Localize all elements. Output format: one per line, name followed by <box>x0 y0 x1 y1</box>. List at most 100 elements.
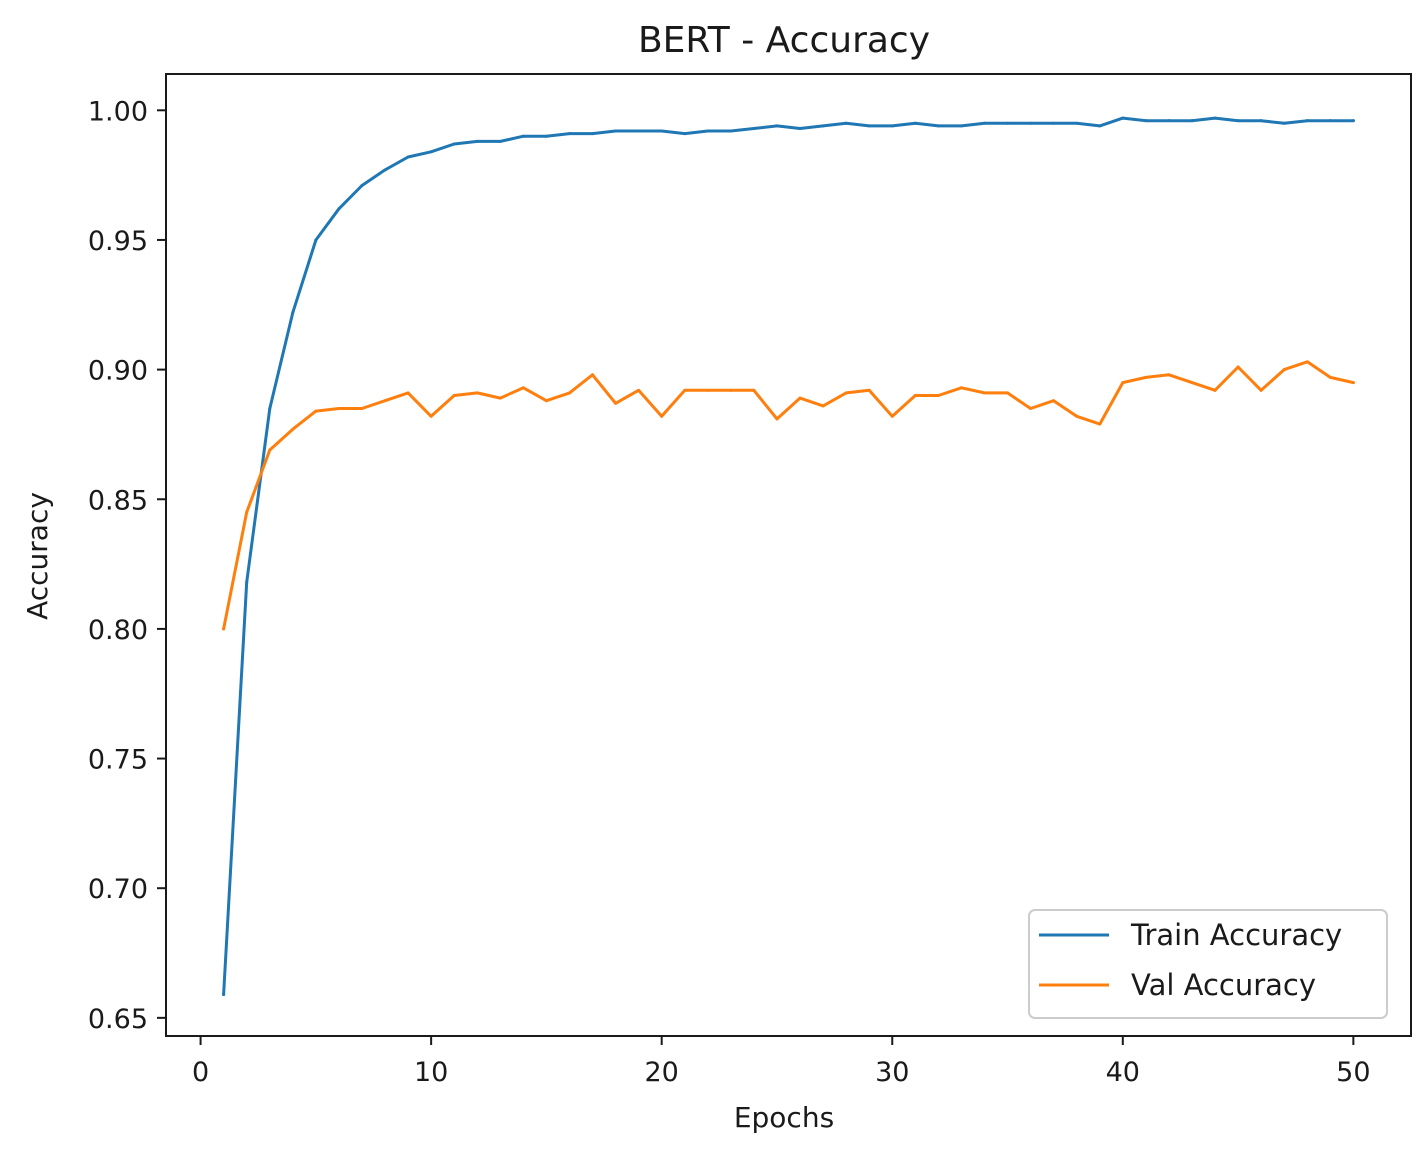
data-point-train-accuracy <box>729 129 733 133</box>
series-layer <box>222 116 1355 997</box>
data-point-train-accuracy <box>429 150 433 154</box>
data-point-train-accuracy <box>614 129 618 133</box>
series-points-train-accuracy <box>222 116 1355 997</box>
data-point-train-accuracy <box>544 134 548 138</box>
data-point-val-accuracy <box>982 391 986 395</box>
data-point-train-accuracy <box>1098 124 1102 128</box>
legend-box <box>1028 909 1388 1019</box>
data-point-val-accuracy <box>521 386 525 390</box>
data-point-train-accuracy <box>222 993 226 997</box>
data-point-val-accuracy <box>268 448 272 452</box>
y-tick-label: 0.80 <box>88 615 148 646</box>
data-point-train-accuracy <box>867 124 871 128</box>
data-point-train-accuracy <box>1006 121 1010 125</box>
y-tick-label: 0.65 <box>88 1004 148 1035</box>
data-point-train-accuracy <box>498 139 502 143</box>
data-point-train-accuracy <box>521 134 525 138</box>
data-point-train-accuracy <box>683 132 687 136</box>
data-point-train-accuracy <box>268 406 272 410</box>
data-point-val-accuracy <box>1006 391 1010 395</box>
data-point-train-accuracy <box>406 155 410 159</box>
data-point-val-accuracy <box>729 388 733 392</box>
x-axis-title: Epochs <box>734 1101 834 1134</box>
data-point-val-accuracy <box>683 388 687 392</box>
x-tick-label: 30 <box>875 1057 909 1088</box>
data-point-val-accuracy <box>1029 406 1033 410</box>
data-point-train-accuracy <box>936 124 940 128</box>
data-point-train-accuracy <box>1190 119 1194 123</box>
data-point-train-accuracy <box>660 129 664 133</box>
data-point-train-accuracy <box>383 168 387 172</box>
data-point-val-accuracy <box>959 386 963 390</box>
x-tick-label: 50 <box>1336 1057 1370 1088</box>
data-point-train-accuracy <box>890 124 894 128</box>
data-point-val-accuracy <box>775 417 779 421</box>
data-point-train-accuracy <box>1259 119 1263 123</box>
data-point-val-accuracy <box>337 406 341 410</box>
data-point-train-accuracy <box>982 121 986 125</box>
data-point-train-accuracy <box>314 238 318 242</box>
data-point-train-accuracy <box>591 132 595 136</box>
data-point-train-accuracy <box>752 126 756 130</box>
data-point-train-accuracy <box>1282 121 1286 125</box>
y-axis-title: Accuracy <box>21 492 54 620</box>
data-point-train-accuracy <box>360 183 364 187</box>
y-tick-label: 0.85 <box>88 485 148 516</box>
data-point-val-accuracy <box>452 394 456 398</box>
data-point-train-accuracy <box>1121 116 1125 120</box>
data-point-val-accuracy <box>383 399 387 403</box>
data-point-val-accuracy <box>913 394 917 398</box>
legend-label-train: Train Accuracy <box>1130 918 1342 952</box>
data-point-val-accuracy <box>222 627 226 631</box>
data-point-val-accuracy <box>544 399 548 403</box>
data-point-train-accuracy <box>775 124 779 128</box>
data-point-train-accuracy <box>959 124 963 128</box>
data-point-val-accuracy <box>637 388 641 392</box>
x-tick-label: 0 <box>192 1057 209 1088</box>
data-point-train-accuracy <box>337 207 341 211</box>
data-point-val-accuracy <box>1075 414 1079 418</box>
x-axis-ticks: 0 10 20 30 40 50 <box>192 1036 1371 1088</box>
data-point-val-accuracy <box>867 388 871 392</box>
data-point-val-accuracy <box>706 388 710 392</box>
data-point-val-accuracy <box>1121 381 1125 385</box>
data-point-val-accuracy <box>314 409 318 413</box>
data-point-train-accuracy <box>1075 121 1079 125</box>
data-point-val-accuracy <box>1190 381 1194 385</box>
data-point-val-accuracy <box>936 394 940 398</box>
data-point-train-accuracy <box>798 126 802 130</box>
data-point-train-accuracy <box>1029 121 1033 125</box>
data-point-train-accuracy <box>1236 119 1240 123</box>
data-point-val-accuracy <box>1236 365 1240 369</box>
y-axis-ticks: 0.65 0.70 0.75 0.80 0.85 0.90 0.95 1.00 <box>88 96 166 1035</box>
x-tick-label: 10 <box>414 1057 448 1088</box>
data-point-train-accuracy <box>844 121 848 125</box>
data-point-val-accuracy <box>406 391 410 395</box>
data-point-train-accuracy <box>1328 119 1332 123</box>
chart-title: BERT - Accuracy <box>638 20 930 61</box>
data-point-val-accuracy <box>844 391 848 395</box>
data-point-val-accuracy <box>291 427 295 431</box>
data-point-val-accuracy <box>360 406 364 410</box>
data-point-val-accuracy <box>1259 388 1263 392</box>
y-tick-label: 0.70 <box>88 874 148 905</box>
data-point-val-accuracy <box>591 373 595 377</box>
data-point-train-accuracy <box>1351 119 1355 123</box>
y-tick-label: 0.95 <box>88 226 148 257</box>
data-point-train-accuracy <box>1052 121 1056 125</box>
data-point-train-accuracy <box>291 311 295 315</box>
data-point-val-accuracy <box>1167 373 1171 377</box>
data-point-val-accuracy <box>498 396 502 400</box>
data-point-val-accuracy <box>1328 375 1332 379</box>
data-point-val-accuracy <box>1282 368 1286 372</box>
data-point-val-accuracy <box>798 396 802 400</box>
data-point-val-accuracy <box>1351 381 1355 385</box>
y-tick-label: 0.90 <box>88 356 148 387</box>
data-point-val-accuracy <box>614 401 618 405</box>
data-point-val-accuracy <box>429 414 433 418</box>
data-point-val-accuracy <box>475 391 479 395</box>
legend-label-val: Val Accuracy <box>1131 968 1316 1002</box>
data-point-val-accuracy <box>660 414 664 418</box>
plot-frame <box>165 73 1412 1037</box>
